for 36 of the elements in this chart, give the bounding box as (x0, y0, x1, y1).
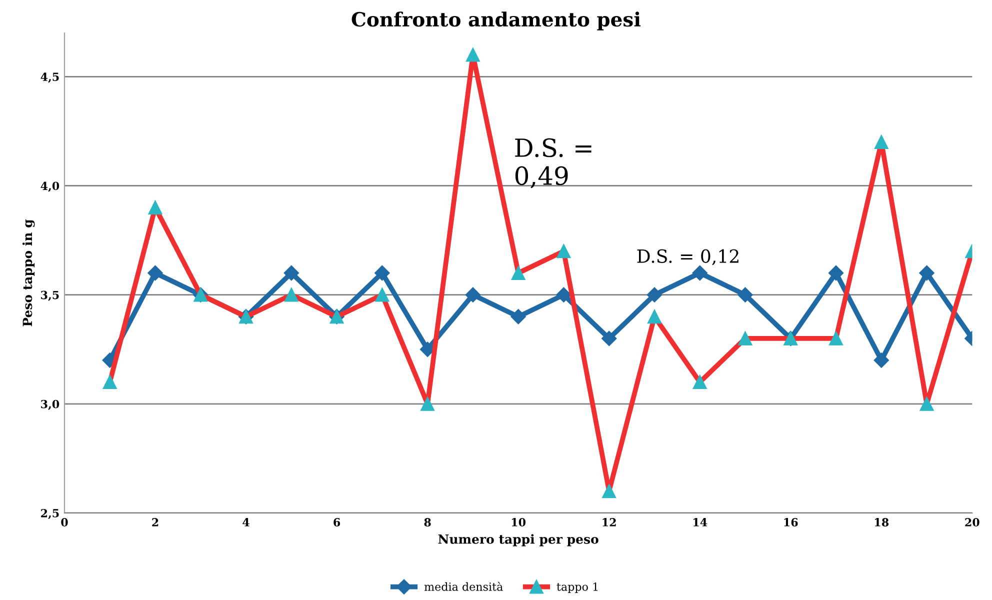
point (692, 265, 708, 281)
x-tick-label: 18 (875, 518, 889, 526)
x-tick-label: 14 (693, 518, 708, 526)
x-tick-label: 16 (784, 518, 798, 526)
legend-label: media densità (424, 582, 503, 591)
point (374, 265, 390, 281)
chart-title: Confronto andamento pesi (352, 12, 641, 30)
x-tick-label: 0 (61, 518, 68, 526)
y-tick-label: 4,5 (40, 72, 59, 83)
y-tick-label: 3,0 (41, 400, 60, 410)
point (284, 265, 299, 281)
point (738, 287, 753, 302)
legend-label: tappo 1 (556, 582, 598, 593)
point (828, 265, 844, 281)
y-axis-title: Peso tappo in g (22, 219, 35, 326)
point (919, 265, 934, 281)
y-tick-label: 3,5 (41, 290, 59, 301)
x-tick-label: 4 (242, 518, 250, 526)
y-tick-label: 4,0 (40, 182, 60, 192)
point (148, 265, 163, 281)
point (465, 287, 481, 302)
annotation: D.S. = 0,12 (637, 249, 738, 266)
point (602, 330, 617, 346)
x-tick-label: 12 (602, 518, 616, 526)
point (556, 287, 572, 302)
point (874, 352, 889, 368)
y-tick-label: 2,5 (41, 508, 59, 520)
x-tick-label: 8 (424, 518, 431, 526)
point (510, 309, 526, 324)
x-tick-label: 20 (965, 518, 980, 526)
x-tick-label: 2 (152, 518, 158, 526)
annotation: D.S. = 0,49 (515, 138, 592, 188)
x-tick-label: 6 (334, 518, 340, 526)
point (646, 287, 662, 302)
x-tick-label: 10 (512, 518, 526, 526)
x-axis-title: Numero tappi per peso (438, 534, 598, 546)
